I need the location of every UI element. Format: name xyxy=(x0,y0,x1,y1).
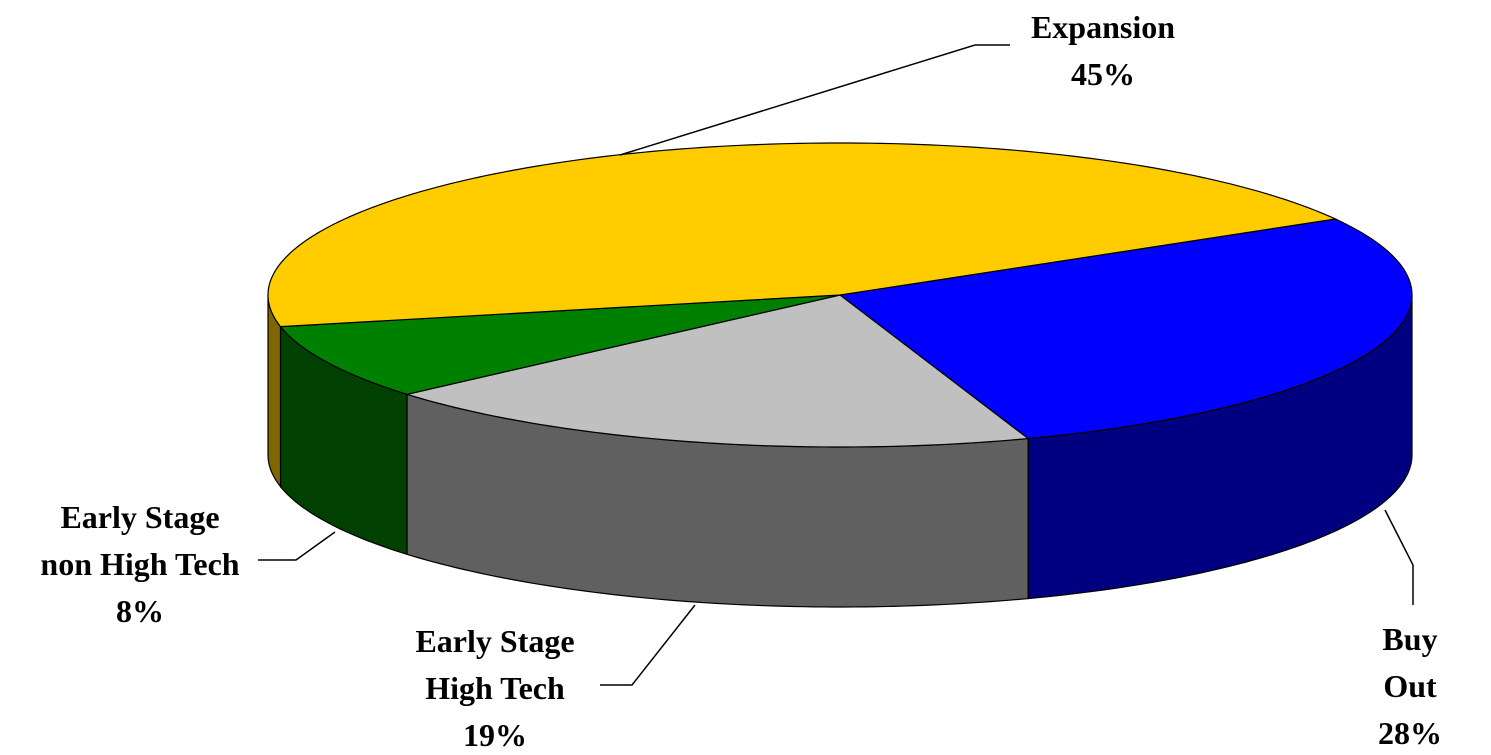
slice-label: Buy Out 28% xyxy=(1370,616,1451,755)
category-label: Expansion xyxy=(1030,9,1176,45)
slice xyxy=(279,294,841,395)
leader-line xyxy=(619,44,1010,156)
leader-line xyxy=(1384,509,1414,605)
slice xyxy=(267,142,1338,328)
slice xyxy=(404,294,1030,448)
value-label: 45% xyxy=(1070,56,1135,92)
slice xyxy=(838,218,1413,440)
category-label: Buy Out xyxy=(1382,621,1438,704)
category-label: Early Stage High Tech xyxy=(415,623,575,706)
slice-label: Expansion 45% xyxy=(1031,4,1175,98)
leader-lines xyxy=(258,44,1414,686)
value-label: 28% xyxy=(1378,715,1442,751)
category-label: Early Stage non High Tech xyxy=(40,499,240,582)
slices xyxy=(267,142,1413,608)
leader-line xyxy=(258,531,336,561)
value-label: 19% xyxy=(463,717,527,753)
slice-label: Early Stage High Tech 19% xyxy=(415,618,574,755)
slice-label: Early Stage non High Tech 8% xyxy=(40,494,239,635)
value-label: 8% xyxy=(115,593,164,629)
leader-line xyxy=(600,604,696,686)
